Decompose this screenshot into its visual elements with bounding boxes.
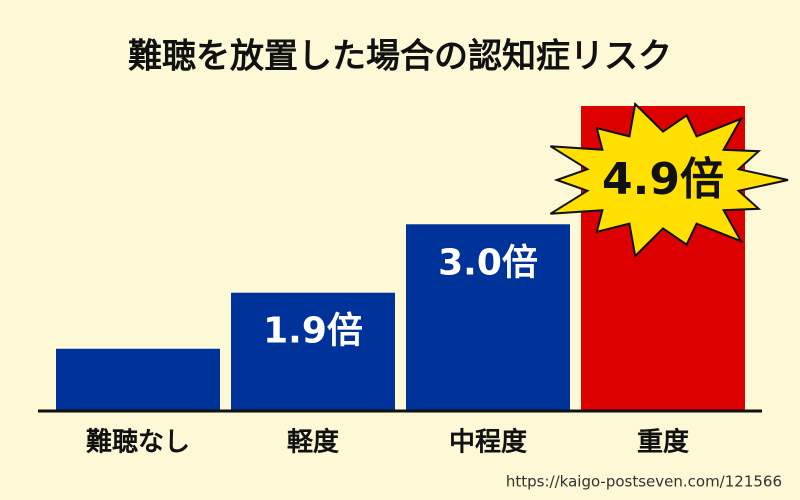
starburst-group <box>549 101 789 259</box>
source-url: https://kaigo-postseven.com/121566 <box>506 473 782 491</box>
value-label: 4.9倍 <box>602 154 724 205</box>
value-label: 3.0倍 <box>438 242 538 283</box>
starburst <box>549 101 789 259</box>
x-tick-label: 重度 <box>637 427 689 458</box>
chart-title: 難聴を放置した場合の認知症リスク <box>128 37 672 77</box>
value-label: 1.9倍 <box>263 311 363 352</box>
x-tick-label: 軽度 <box>287 427 339 458</box>
bar <box>56 348 220 411</box>
x-tick-label: 中程度 <box>449 427 527 458</box>
bar <box>231 292 395 411</box>
x-tick-label: 難聴なし <box>86 428 190 458</box>
bar <box>406 224 570 411</box>
